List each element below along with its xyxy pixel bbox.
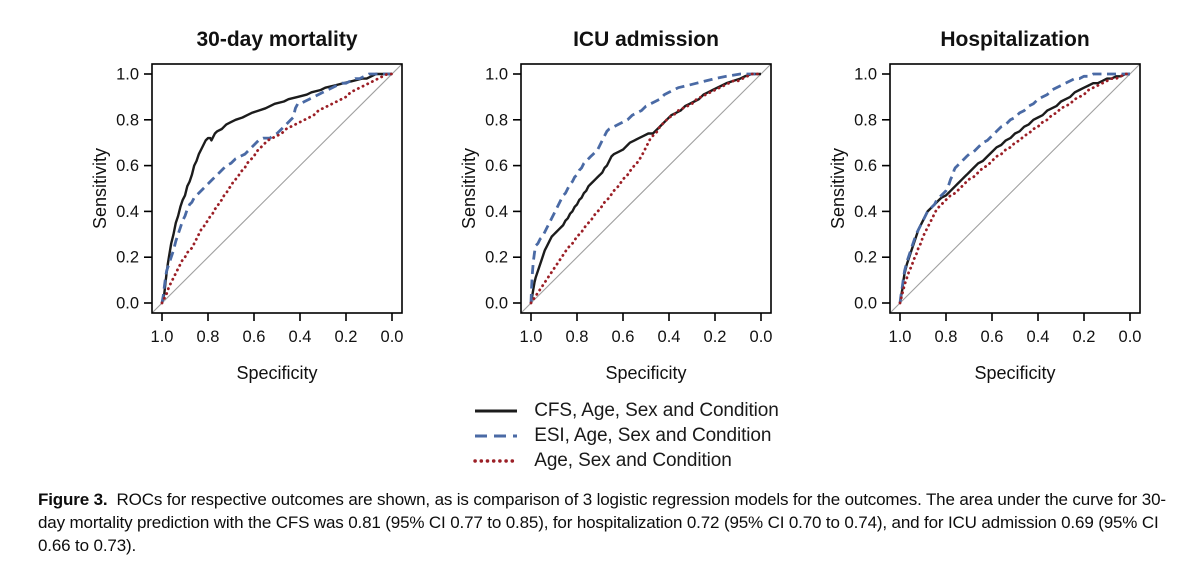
roc-curve-dashed [529, 72, 761, 304]
x-tick-label: 0.0 [750, 328, 773, 346]
roc-legend: CFS, Age, Sex and Condition ESI, Age, Se… [473, 400, 779, 472]
roc-curve-dotted [160, 72, 394, 305]
roc-curve-dashed [898, 72, 1130, 304]
diagonal-reference-line [151, 63, 403, 314]
roc-curve-dotted [529, 72, 763, 305]
legend-label-esi: ESI, Age, Sex and Condition [534, 425, 772, 446]
legend-item-esi: ESI, Age, Sex and Condition [473, 425, 778, 447]
figure-caption: Figure 3. ROCs for respective outcomes ar… [38, 488, 1172, 557]
legend-label-age-sex-condition: Age, Sex and Condition [534, 450, 732, 471]
legend-line-dotted-icon [473, 459, 519, 463]
y-tick-label: 0.2 [485, 249, 508, 267]
y-tick-label: 0.2 [116, 249, 139, 267]
x-tick-label: 0.0 [1119, 328, 1142, 346]
roc-panel-30-day-mortality: 30-day mortality Sensitivity Specificity 1.… [60, 6, 429, 398]
x-tick-label: 0.2 [1073, 328, 1096, 346]
legend-line-solid-icon [475, 409, 518, 413]
plot-frame [889, 63, 1141, 314]
roc-curve-dashed [160, 72, 392, 304]
y-axis-label: Sensitivity [459, 148, 479, 229]
panel-title: ICU admission [573, 28, 719, 51]
y-tick-label: 0.0 [116, 295, 139, 313]
plot-frame [520, 63, 772, 314]
x-tick-label: 0.4 [289, 328, 312, 346]
x-tick-label: 0.8 [566, 328, 589, 346]
roc-curve-solid [160, 72, 392, 304]
figure-caption-text: ROCs for respective outcomes are shown, … [38, 490, 1166, 555]
roc-curve-dotted [898, 72, 1132, 305]
x-tick-label: 0.0 [381, 328, 404, 346]
y-tick-label: 0.0 [485, 295, 508, 313]
y-tick-label: 0.4 [116, 203, 139, 221]
legend-label-cfs: CFS, Age, Sex and Condition [534, 400, 779, 421]
y-tick-label: 0.4 [485, 203, 508, 221]
y-tick-label: 0.4 [854, 203, 877, 221]
x-tick-label: 0.6 [981, 328, 1004, 346]
x-tick-label: 0.2 [335, 328, 358, 346]
x-tick-label: 0.2 [704, 328, 727, 346]
legend-item-age-sex-condition: Age, Sex and Condition [473, 450, 778, 472]
figure-caption-label: Figure 3. [38, 490, 108, 509]
x-tick-label: 0.8 [197, 328, 220, 346]
x-tick-label: 0.4 [658, 328, 681, 346]
y-tick-label: 0.8 [116, 111, 139, 129]
y-tick-label: 0.6 [485, 157, 508, 175]
panel-title: Hospitalization [940, 28, 1089, 51]
diagonal-reference-line [520, 63, 772, 314]
x-tick-label: 1.0 [151, 328, 174, 346]
plot-frame [151, 63, 403, 314]
y-tick-label: 0.8 [485, 111, 508, 129]
x-axis-label: Specificity [974, 363, 1055, 383]
diagonal-reference-line [889, 63, 1141, 314]
roc-chart-icu-admission: ICU admission Sensitivity Specificity 1.0 0.… [459, 28, 773, 383]
y-tick-label: 0.6 [116, 157, 139, 175]
roc-chart-30-day-mortality: 30-day mortality Sensitivity Specificity 1.… [90, 28, 404, 383]
y-tick-label: 0.6 [854, 157, 877, 175]
legend-line-dashed-icon [475, 434, 518, 438]
y-tick-label: 0.0 [854, 295, 877, 313]
y-tick-label: 1.0 [485, 66, 508, 84]
x-tick-label: 0.6 [612, 328, 635, 346]
panel-title: 30-day mortality [196, 28, 357, 51]
x-axis-label: Specificity [605, 363, 686, 383]
y-tick-label: 1.0 [116, 66, 139, 84]
y-axis-label: Sensitivity [90, 148, 110, 229]
x-tick-label: 1.0 [520, 328, 543, 346]
x-tick-label: 0.6 [243, 328, 266, 346]
x-tick-label: 0.4 [1027, 328, 1050, 346]
x-axis-label: Specificity [236, 363, 317, 383]
roc-panel-hospitalization: Hospitalization Sensitivity Specificity 1.0… [798, 6, 1167, 398]
roc-panels-row: 30-day mortality Sensitivity Specificity 1.… [60, 6, 1200, 398]
x-tick-label: 0.8 [935, 328, 958, 346]
y-axis-label: Sensitivity [828, 148, 848, 229]
x-tick-label: 1.0 [889, 328, 912, 346]
y-tick-label: 0.8 [854, 111, 877, 129]
roc-panel-icu-admission: ICU admission Sensitivity Specificity 1.0 0.… [429, 6, 798, 398]
y-tick-label: 1.0 [854, 66, 877, 84]
y-tick-label: 0.2 [854, 249, 877, 267]
legend-item-cfs: CFS, Age, Sex and Condition [473, 400, 779, 422]
roc-chart-hospitalization: Hospitalization Sensitivity Specificity 1.0… [828, 28, 1142, 383]
